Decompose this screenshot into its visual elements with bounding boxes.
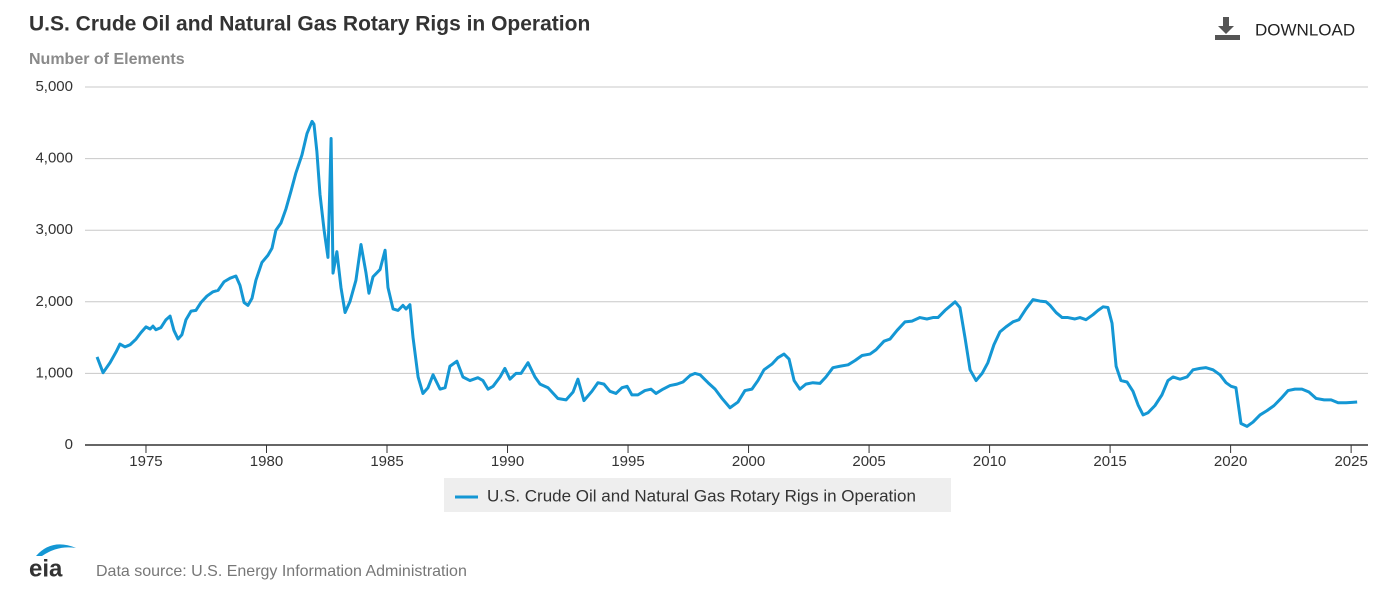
y-tick-label: 1,000 (35, 364, 73, 381)
y-tick-label: 3,000 (35, 221, 73, 238)
download-label[interactable]: DOWNLOAD (1255, 20, 1355, 39)
x-tick-label: 1980 (250, 453, 283, 470)
x-tick-label: 1975 (129, 453, 162, 470)
y-tick-label: 2,000 (35, 293, 73, 310)
plot: 0 1,000 2,000 3,000 4,000 5,000 1975 1980 1985 19… (35, 78, 1368, 470)
logo-swoosh (36, 544, 76, 556)
y-tick-label: 5,000 (35, 78, 73, 95)
legend-label: U.S. Crude Oil and Natural Gas Rotary Ri… (487, 486, 916, 505)
download-button[interactable]: DOWNLOAD (1215, 14, 1355, 40)
x-tick-label: 2025 (1334, 453, 1367, 470)
x-tick-label: 1990 (491, 453, 524, 470)
download-icon (1218, 17, 1234, 34)
x-tick-label: 2000 (732, 453, 765, 470)
y-tick-label: 0 (65, 436, 73, 453)
logo: eia (29, 544, 76, 582)
x-tick-label: 2005 (852, 453, 885, 470)
data-line (95, 119, 1358, 428)
x-tick-label: 1985 (370, 453, 403, 470)
x-tick-label: 1995 (611, 453, 644, 470)
source-note: Data source: U.S. Energy Information Adm… (96, 563, 467, 580)
y-tick-label: 4,000 (35, 150, 73, 167)
x-tick-label: 2010 (973, 453, 1006, 470)
y-axis-label: Number of Elements (29, 51, 185, 68)
legend-box (444, 478, 951, 512)
x-tick-label: 2015 (1093, 453, 1126, 470)
logo-text: eia (29, 555, 63, 582)
x-tick-label: 2020 (1214, 453, 1247, 470)
chart-title: U.S. Crude Oil and Natural Gas Rotary Ri… (29, 13, 590, 36)
legend: U.S. Crude Oil and Natural Gas Rotary Ri… (455, 486, 916, 505)
download-icon-base (1215, 35, 1240, 40)
